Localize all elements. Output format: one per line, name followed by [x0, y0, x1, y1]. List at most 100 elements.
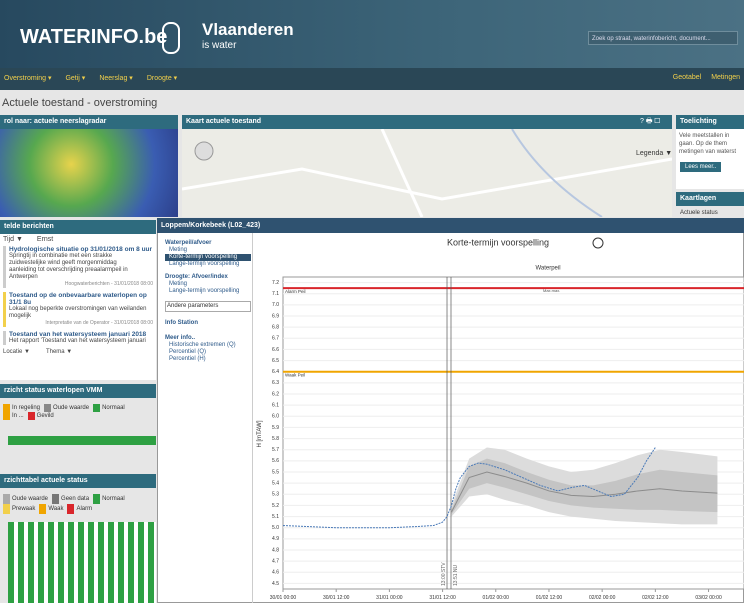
y-tick-label: 4.9: [272, 536, 279, 542]
message-meta: Interpretatie van de Operator - 31/01/20…: [9, 320, 153, 327]
link[interactable]: Percentiel (H): [165, 356, 251, 363]
message-body: Springtij in combinatie met een strakke: [9, 253, 153, 260]
y-tick-label: 6.1: [272, 402, 279, 408]
help-icon[interactable]: [593, 238, 603, 248]
brand: Vlaanderen: [202, 20, 294, 40]
message-body: aanleiding tot overschrijding preaalarmp…: [9, 267, 153, 274]
panel-header: telde berichten: [0, 220, 156, 234]
link[interactable]: Meting: [165, 281, 251, 288]
y-tick-label: 6.9: [272, 313, 279, 319]
map-lines: [182, 129, 672, 217]
y-tick-label: 6.0: [272, 414, 279, 420]
message-title[interactable]: Toestand van het watersysteem januari 20…: [9, 331, 153, 338]
button[interactable]: Lees meer..: [680, 162, 721, 172]
panel-header: Toelichting: [676, 115, 744, 129]
status-bar: [8, 436, 156, 445]
filter[interactable]: Ernst: [37, 236, 53, 243]
map-controls[interactable]: ? 🖶 ☐: [640, 115, 660, 129]
y-tick-label: 4.6: [272, 570, 279, 576]
tagline: is water: [202, 40, 236, 51]
section-title: Waterpeil/afvoer: [165, 240, 251, 247]
max-label: Max.max.: [543, 288, 560, 293]
berichten-list: Tijd ▼ Ernst Hydrologische situatie op 31/…: [3, 236, 153, 356]
popup-sidebar: Waterpeil/afvoerMetingKorte-termijn voor…: [165, 240, 251, 363]
filters: Tijd ▼ Ernst: [3, 236, 153, 243]
threshold-label: Alarm Peil: [285, 289, 306, 294]
threshold-label: Waak Peil: [285, 373, 305, 378]
panel-header: rol naar: actuele neerslagradar: [0, 115, 178, 129]
section-title: Meer info..: [165, 335, 251, 342]
logo[interactable]: WATERINFO.be: [20, 26, 167, 49]
message: Hydrologische situatie op 31/01/2018 om …: [3, 246, 153, 288]
lion-icon: [162, 22, 180, 54]
link[interactable]: Percentiel (Q): [165, 349, 251, 356]
footer: Locatie ▼ Thema ▼: [3, 349, 153, 356]
message-body: Antwerpen: [9, 274, 153, 281]
radar-map: [0, 129, 178, 217]
filter[interactable]: Tijd ▼: [3, 236, 23, 243]
x-tick-label: 02/02 12:00: [642, 595, 669, 601]
now-label: 13:00 STV: [441, 562, 447, 586]
y-tick-label: 5.1: [272, 514, 279, 520]
y-tick-label: 4.7: [272, 558, 279, 564]
layer-item[interactable]: Actuele status: [680, 210, 718, 216]
legend-item: In regeling: [3, 404, 40, 412]
legend-item: Normaal: [93, 404, 125, 412]
legend-item: Oude waarde: [44, 404, 89, 412]
y-tick-label: 5.6: [272, 458, 279, 464]
nav-right: Geotabel Metingen: [673, 74, 740, 81]
filter[interactable]: Thema ▼: [46, 349, 72, 356]
page-title: Actuele toestand - overstroming: [2, 97, 157, 109]
x-tick-label: 02/02 00:00: [589, 595, 616, 601]
link[interactable]: Meting: [165, 247, 251, 254]
select[interactable]: Andere parameters: [165, 301, 251, 312]
nav-item[interactable]: Droogte ▾: [147, 74, 177, 82]
nav-item[interactable]: Metingen: [711, 74, 740, 81]
y-tick-label: 7.0: [272, 302, 279, 308]
link[interactable]: Historische extremen (Q): [165, 342, 251, 349]
map-legend[interactable]: Legenda ▼: [636, 150, 672, 157]
panel-header: Kaart actuele toestand: [182, 115, 672, 129]
message-body: Lokaal nog beperkte overstromingen van w…: [9, 306, 153, 313]
x-tick-label: 31/01 12:00: [429, 595, 456, 601]
legend-item: Waak: [39, 504, 63, 514]
text-line: gaan. Op de them: [679, 140, 736, 148]
message-body: mogelijk: [9, 313, 153, 320]
y-tick-label: 4.8: [272, 547, 279, 553]
plot-area: [283, 277, 744, 589]
nav-items: Overstroming ▾ Getij ▾ Neerslag ▾ Droogte ▾: [4, 74, 177, 82]
nav-item[interactable]: Overstroming ▾: [4, 74, 51, 82]
x-tick-label: 31/01 00:00: [376, 595, 403, 601]
nav-item[interactable]: Neerslag ▾: [99, 74, 132, 82]
x-tick-label: 03/02 00:00: [695, 595, 722, 601]
nav-item[interactable]: Getij ▾: [65, 74, 85, 82]
link[interactable]: Lange-termijn voorspelling: [165, 261, 251, 268]
link[interactable]: Korte-termijn voorspelling: [165, 254, 251, 261]
y-tick-label: 6.7: [272, 336, 279, 342]
y-tick-label: 5.2: [272, 503, 279, 509]
y-tick-label: 4.5: [272, 581, 279, 587]
y-tick-label: 6.8: [272, 324, 279, 330]
section-title[interactable]: Info Station: [165, 320, 251, 327]
x-tick-label: 01/02 12:00: [536, 595, 563, 601]
y-tick-label: 6.2: [272, 391, 279, 397]
message-title[interactable]: Toestand op de onbevaarbare waterlopen o…: [9, 292, 153, 306]
y-tick-label: 5.0: [272, 525, 279, 531]
nav-item[interactable]: Geotabel: [673, 74, 701, 81]
message-meta: Hoogwaterberichten - 31/01/2018 08:00: [9, 281, 153, 288]
y-tick-label: 5.5: [272, 469, 279, 475]
link[interactable]: Lange-termijn voorspelling: [165, 288, 251, 295]
panel-header: rzicht status waterlopen VMM: [0, 384, 156, 398]
y-tick-label: 6.6: [272, 347, 279, 353]
legend-item: Normaal: [93, 494, 125, 504]
x-tick-label: 30/01 12:00: [323, 595, 350, 601]
now-label: 13:51 NU: [453, 564, 459, 586]
search-box[interactable]: Zoek op straat, waterinfobericht, docume…: [588, 31, 738, 45]
filter[interactable]: Locatie ▼: [3, 349, 30, 356]
x-tick-label: 01/02 00:00: [483, 595, 510, 601]
message-title[interactable]: Hydrologische situatie op 31/01/2018 om …: [9, 246, 153, 253]
section-title: Droogte: Afvoer/index: [165, 274, 251, 281]
y-tick-label: 5.8: [272, 436, 279, 442]
message: Toestand van het watersysteem januari 20…: [3, 331, 153, 345]
